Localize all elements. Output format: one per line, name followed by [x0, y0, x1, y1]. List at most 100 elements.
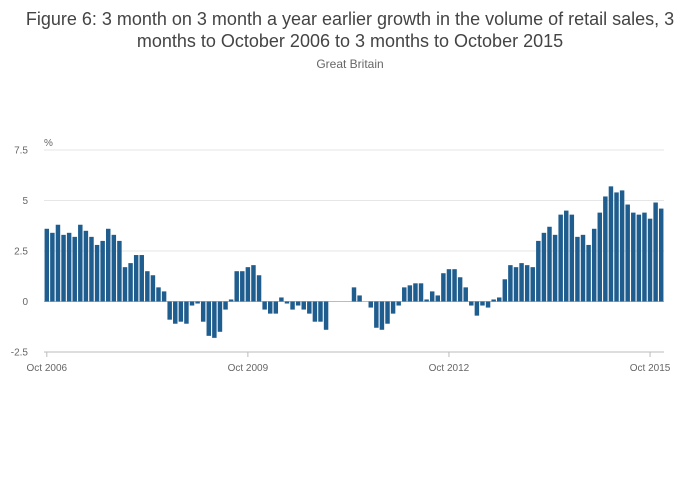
bar — [619, 190, 625, 302]
bar — [597, 212, 602, 302]
bar — [424, 299, 429, 302]
bar — [435, 295, 441, 302]
bar — [558, 214, 563, 302]
bar — [117, 240, 122, 302]
bar — [251, 265, 256, 302]
bar — [72, 236, 77, 302]
bar — [89, 236, 94, 302]
bar — [429, 291, 435, 302]
bar — [368, 301, 373, 308]
bar — [228, 299, 234, 302]
x-tick-label: Oct 2006 — [26, 363, 67, 374]
bar — [145, 271, 150, 302]
bar — [485, 301, 491, 308]
bar — [106, 228, 111, 302]
bar — [161, 291, 167, 302]
bar — [50, 232, 55, 302]
bar — [189, 301, 195, 306]
bar — [139, 255, 144, 302]
bar — [245, 267, 251, 302]
chart-title: Figure 6: 3 month on 3 month a year earl… — [25, 9, 675, 51]
bar — [541, 232, 547, 302]
bar — [295, 301, 301, 306]
y-tick-label: 7.5 — [14, 146, 28, 157]
bar — [184, 301, 189, 324]
bar — [580, 234, 586, 302]
y-tick-label: 2.5 — [14, 247, 28, 258]
bar — [100, 240, 105, 302]
bars — [44, 186, 664, 338]
bar — [284, 301, 290, 304]
bar — [603, 196, 608, 302]
bar — [530, 267, 535, 302]
axes: 7.5 5 2.5 0 -2.5 Oct 2006 Oct 2009 Oct 2012 Oct … — [11, 146, 671, 375]
y-tick-label: -2.5 — [11, 348, 29, 359]
bar — [631, 212, 636, 302]
bar — [508, 265, 513, 302]
bar — [379, 301, 385, 330]
bar — [262, 301, 267, 310]
bar — [374, 301, 379, 328]
bar — [636, 214, 642, 302]
bar — [586, 244, 591, 302]
bar — [519, 263, 524, 302]
x-tick-label: Oct 2015 — [630, 363, 671, 374]
bar — [496, 297, 502, 302]
bar — [396, 301, 401, 306]
bar — [480, 301, 485, 306]
bar — [441, 273, 446, 302]
bar — [547, 226, 552, 302]
bar — [407, 285, 413, 302]
bar — [128, 263, 133, 302]
bar — [223, 301, 228, 310]
y-tick-label: 0 — [22, 297, 28, 308]
bar — [647, 218, 653, 302]
bar — [569, 214, 575, 302]
bar — [312, 301, 318, 322]
bar — [307, 301, 312, 314]
bar — [642, 212, 647, 302]
bar — [279, 297, 284, 302]
bar — [78, 224, 83, 302]
bar — [61, 234, 66, 302]
bar — [200, 301, 206, 322]
bar — [133, 255, 139, 302]
y-tick-label: 5 — [22, 196, 28, 207]
bar — [156, 287, 161, 302]
bar — [301, 301, 306, 310]
bar — [524, 265, 530, 302]
bar — [390, 301, 396, 314]
bar — [385, 301, 390, 324]
bar — [195, 301, 200, 304]
bar — [318, 301, 323, 322]
bar — [402, 287, 407, 302]
bar — [122, 267, 128, 302]
bar — [212, 301, 217, 338]
bar — [446, 269, 452, 302]
bar — [357, 295, 362, 302]
chart-subtitle: Great Britain — [316, 57, 384, 71]
bar — [418, 283, 424, 302]
x-tick-label: Oct 2012 — [429, 363, 470, 374]
bar — [469, 301, 474, 306]
bar — [536, 240, 541, 302]
bar — [206, 301, 212, 336]
y-axis-label: % — [44, 138, 53, 149]
bar — [502, 279, 508, 302]
bar — [575, 236, 580, 302]
bar — [351, 287, 357, 302]
bar — [457, 277, 463, 302]
bar — [608, 186, 614, 302]
bar — [625, 204, 630, 302]
bar — [658, 208, 664, 302]
bar — [55, 224, 61, 302]
bar — [150, 275, 156, 302]
bar — [474, 301, 480, 316]
bar — [513, 267, 519, 302]
bar — [240, 271, 245, 302]
bar — [66, 232, 72, 302]
bar — [94, 244, 100, 302]
bar — [413, 283, 418, 302]
bar — [217, 301, 223, 332]
